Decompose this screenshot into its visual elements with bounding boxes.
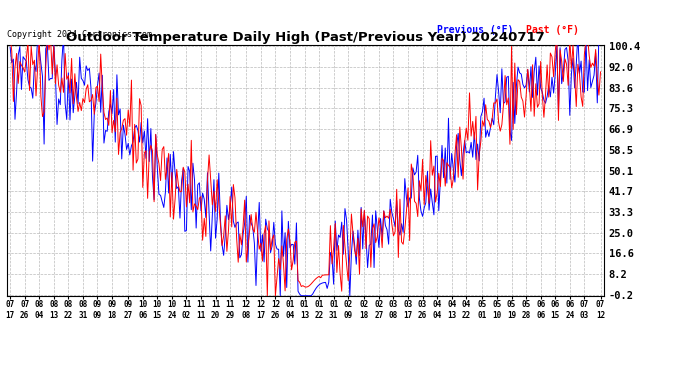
Title: Outdoor Temperature Daily High (Past/Previous Year) 20240717: Outdoor Temperature Daily High (Past/Pre… bbox=[66, 31, 544, 44]
Text: Copyright 2024 Cartronics.com: Copyright 2024 Cartronics.com bbox=[7, 30, 152, 39]
Text: Past (°F): Past (°F) bbox=[526, 25, 579, 35]
Text: Previous (°F): Previous (°F) bbox=[437, 25, 513, 35]
